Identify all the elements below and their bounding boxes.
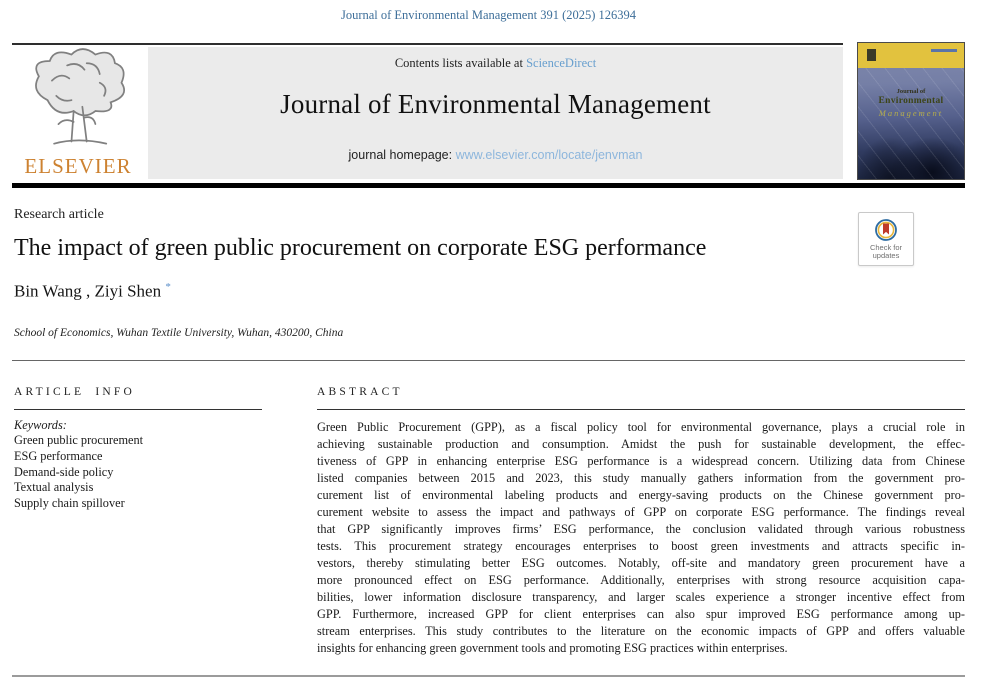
abstract-line: tests. This procurement strategy encoura… — [317, 539, 965, 553]
abstract-line: insights for enhancing green government … — [317, 641, 788, 655]
homepage-prefix: journal homepage: — [348, 148, 456, 162]
masthead: Contents lists available at ScienceDirec… — [148, 47, 843, 179]
sciencedirect-link[interactable]: ScienceDirect — [526, 56, 597, 70]
check-for-updates-icon — [874, 218, 898, 242]
keywords-list: Green public procurement ESG performance D… — [14, 433, 264, 512]
homepage-line: journal homepage: www.elsevier.com/locat… — [148, 148, 843, 162]
keywords-label: Keywords: — [14, 418, 67, 432]
running-head-citation: Journal of Environmental Management 391 … — [340, 8, 637, 22]
elsevier-logo: ELSEVIER — [14, 48, 142, 179]
cover-title-line3: Management — [878, 108, 944, 118]
cover-title-line1: Journal of — [896, 88, 926, 95]
cover-title: Journal of Environmental Management — [858, 88, 964, 119]
cover-issn-text — [931, 49, 957, 52]
abstract-line: achieving sustainable production and con… — [317, 437, 965, 451]
article-info-heading: ARTICLE INFO — [14, 386, 135, 398]
cover-title-line2: Environmental — [878, 96, 944, 107]
page-bottom-rule — [12, 675, 965, 677]
article-info-column: ARTICLE INFO Keywords: Green public proc… — [14, 386, 264, 512]
journal-cover-thumbnail[interactable]: Journal of Environmental Management — [857, 42, 965, 180]
affiliation: School of Economics, Wuhan Textile Unive… — [14, 327, 344, 339]
abstract-line: curement list of environmental labeling … — [317, 488, 965, 502]
abstract-line: Green Public Procurement (GPP), as a fis… — [317, 420, 965, 434]
cover-publisher-emblem-icon — [866, 48, 877, 62]
abstract-line: vestors, thereby stimulating better ESG … — [317, 556, 965, 570]
abstract-text: Green Public Procurement (GPP), as a fis… — [317, 419, 965, 657]
article-title: The impact of green public procurement o… — [14, 235, 707, 261]
abstract-line: listed companies between 2015 and 2023, … — [317, 471, 965, 485]
elsevier-wordmark: ELSEVIER — [24, 154, 132, 178]
cover-top-band — [858, 43, 964, 68]
abstract-line: tiveness of GPP in enhancing enterprise … — [317, 454, 965, 468]
check-label-line1: Check for — [869, 242, 903, 252]
contents-prefix: Contents lists available at — [394, 56, 527, 70]
author-line: Bin Wang , Ziyi Shen * — [14, 281, 171, 302]
keyword-item: Supply chain spillover — [14, 496, 125, 511]
keyword-item: ESG performance — [14, 448, 103, 463]
keyword-item: Demand-side policy — [14, 464, 114, 479]
abstract-heading-rule — [317, 409, 965, 410]
keyword-item: Green public procurement — [14, 433, 144, 447]
info-abstract-top-rule — [12, 360, 965, 361]
journal-title: Journal of Environmental Management — [280, 89, 711, 119]
check-for-updates-badge[interactable]: Check for updates — [858, 212, 914, 266]
author-name-1: Bin Wang — [14, 281, 82, 301]
abstract-line: that GPP significantly improves firms’ E… — [317, 522, 965, 536]
abstract-column: ABSTRACT Green Public Procurement (GPP),… — [317, 386, 965, 657]
abstract-line: bilities, lower information disclosure t… — [317, 590, 965, 604]
elsevier-tree-icon — [14, 48, 142, 148]
article-type-label: Research article — [14, 207, 104, 222]
abstract-line: more pronounced effect on ESG performanc… — [317, 573, 965, 587]
keyword-item: Textual analysis — [14, 480, 94, 495]
check-for-updates-label: Check for updates — [869, 242, 903, 261]
header-divider — [12, 43, 843, 45]
article-info-heading-rule — [14, 409, 262, 410]
check-label-line2: updates — [872, 251, 900, 260]
abstract-line: curement website to assess the impact an… — [317, 505, 965, 519]
abstract-line: GPP. Furthermore, increased GPP for clie… — [317, 607, 965, 621]
homepage-link[interactable]: www.elsevier.com/locate/jenvman — [455, 148, 643, 162]
contents-line: Contents lists available at ScienceDirec… — [148, 56, 843, 71]
abstract-line: stream enterprises. This study contribut… — [317, 624, 965, 638]
abstract-heading: ABSTRACT — [317, 386, 403, 398]
author-name-2: Ziyi Shen — [94, 281, 162, 301]
corresponding-author-marker[interactable]: * — [165, 281, 171, 293]
author-separator: , — [81, 281, 95, 301]
masthead-bottom-rule — [12, 183, 965, 188]
